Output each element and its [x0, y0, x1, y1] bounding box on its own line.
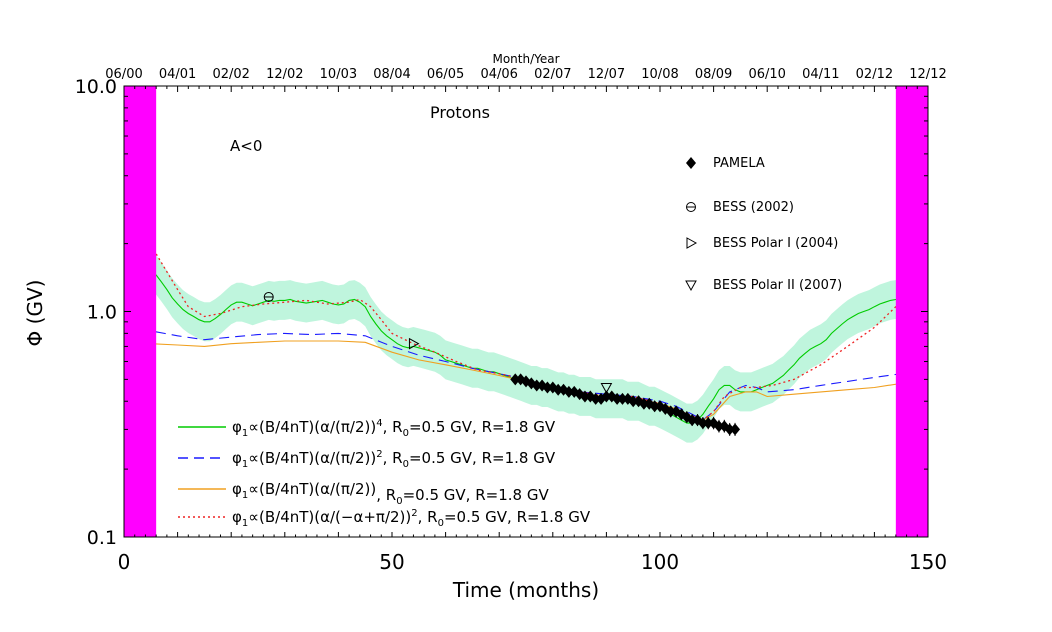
top-tick-label: 10/08 [641, 67, 678, 82]
data-point-triangle-right [408, 337, 420, 350]
diamond-shape [638, 397, 649, 410]
data-point-filled-diamond [713, 420, 724, 433]
diamond-shape [590, 392, 601, 405]
triangle-shape [685, 280, 697, 292]
diamond-shape [579, 390, 590, 403]
chart-title: Protons [430, 103, 490, 122]
diamond-shape [617, 392, 628, 405]
legend-label: PAMELA [713, 156, 765, 171]
top-tick-label: 08/09 [695, 67, 732, 82]
top-tick-label: 12/07 [588, 67, 625, 82]
legend-formula: φ1∝(B/4nT)(α/(π/2))2, R0=0.5 GV, R=1.8 G… [232, 449, 556, 470]
top-tick-label: 02/07 [534, 67, 571, 82]
top-tick-label: 08/04 [373, 67, 410, 82]
top-tick-label: 02/12 [856, 67, 893, 82]
data-point-filled-diamond [617, 392, 628, 405]
uncertainty-band [124, 243, 928, 443]
diamond-shape [531, 379, 542, 392]
x-tick-label: 150 [909, 550, 947, 574]
legend-formula: φ1∝(B/4nT)(α/(−α+π/2))2, R0=0.5 GV, R=1.… [232, 508, 591, 529]
data-point-filled-diamond [601, 390, 612, 403]
diamond-shape [649, 400, 660, 413]
data-point-filled-diamond [579, 390, 590, 403]
diamond-shape [510, 373, 521, 386]
data-point-filled-diamond [628, 395, 639, 408]
diamond-shape [697, 417, 708, 430]
diamond-shape [553, 383, 564, 396]
data-point-filled-diamond [590, 392, 601, 405]
polarity-annotation: A<0 [230, 137, 262, 155]
triangle-shape [686, 237, 698, 249]
data-point-filled-diamond [510, 373, 521, 386]
top-tick-label: 02/02 [212, 67, 249, 82]
diamond-shape [713, 420, 724, 433]
diamond-shape [687, 414, 698, 427]
legend-symbol [686, 157, 696, 169]
legend-formula: φ1∝(B/4nT)(α/(π/2))4, R0=0.5 GV, R=1.8 G… [232, 418, 556, 439]
diamond-shape [703, 417, 714, 430]
top-tick-label: 04/01 [159, 67, 196, 82]
data-point-filled-diamond [531, 379, 542, 392]
diamond-shape [686, 157, 696, 169]
top-tick-label: 10/03 [320, 67, 357, 82]
series-line-4 [155, 253, 924, 421]
diamond-shape [542, 381, 553, 394]
diamond-shape [563, 385, 574, 398]
diamond-shape [724, 423, 735, 436]
data-point-filled-diamond [553, 383, 564, 396]
top-tick-label: 06/05 [427, 67, 464, 82]
data-point-filled-diamond [649, 400, 660, 413]
data-point-filled-diamond [665, 405, 676, 418]
triangle-shape [600, 383, 613, 394]
diamond-shape [612, 392, 623, 405]
legend-label: BESS (2002) [713, 200, 794, 215]
top-tick-label: 04/06 [480, 67, 517, 82]
y-tick-label: 1.0 [87, 302, 117, 324]
data-point-triangle-down [600, 383, 613, 394]
data-point-filled-diamond [697, 417, 708, 430]
x-tick-label: 100 [641, 550, 679, 574]
top-tick-label: 04/11 [802, 67, 839, 82]
line-legend: φ1∝(B/4nT)(α/(π/2))4, R0=0.5 GV, R=1.8 G… [178, 418, 591, 529]
diamond-shape [665, 405, 676, 418]
top-tick-label: 12/12 [909, 67, 946, 82]
data-point-filled-diamond [638, 397, 649, 410]
legend-label: BESS Polar II (2007) [713, 278, 842, 293]
legend-formula: φ1∝(B/4nT)(α/(π/2)), R0=0.5 GV, R=1.8 GV [232, 480, 549, 507]
diamond-shape [628, 395, 639, 408]
top-tick-label: 06/00 [105, 67, 142, 82]
diamond-shape [730, 423, 741, 436]
legend-symbol [685, 280, 697, 292]
diamond-shape [601, 390, 612, 403]
top-axis-label: Month/Year [492, 52, 559, 66]
x-axis-label: Time (months) [452, 578, 599, 602]
marker-legend: PAMELA BESS (2002) BESS Polar I (2004) BESS… [685, 156, 842, 293]
data-point-circle-minus [263, 291, 274, 302]
x-tick-label: 0 [118, 550, 131, 574]
top-tick-label: 12/02 [266, 67, 303, 82]
data-point-filled-diamond [703, 417, 714, 430]
y-tick-label: 0.1 [87, 527, 117, 549]
x-tick-label: 50 [379, 550, 404, 574]
legend-label: BESS Polar I (2004) [713, 236, 838, 251]
data-point-filled-diamond [724, 423, 735, 436]
data-point-filled-diamond [730, 423, 741, 436]
data-point-filled-diamond [542, 381, 553, 394]
triangle-shape [408, 337, 420, 350]
legend-symbol [686, 237, 698, 249]
legend-symbol [686, 202, 696, 212]
y-tick-label: 10.0 [75, 76, 117, 98]
top-tick-label: 06/10 [748, 67, 785, 82]
data-point-filled-diamond [563, 385, 574, 398]
data-point-filled-diamond [612, 392, 623, 405]
y-axis-label: Φ (GV) [23, 280, 47, 347]
axes: 0 50 100 150 06/00 04/01 02/02 12/02 10/03 08/04 0… [75, 67, 947, 574]
data-point-filled-diamond [687, 414, 698, 427]
